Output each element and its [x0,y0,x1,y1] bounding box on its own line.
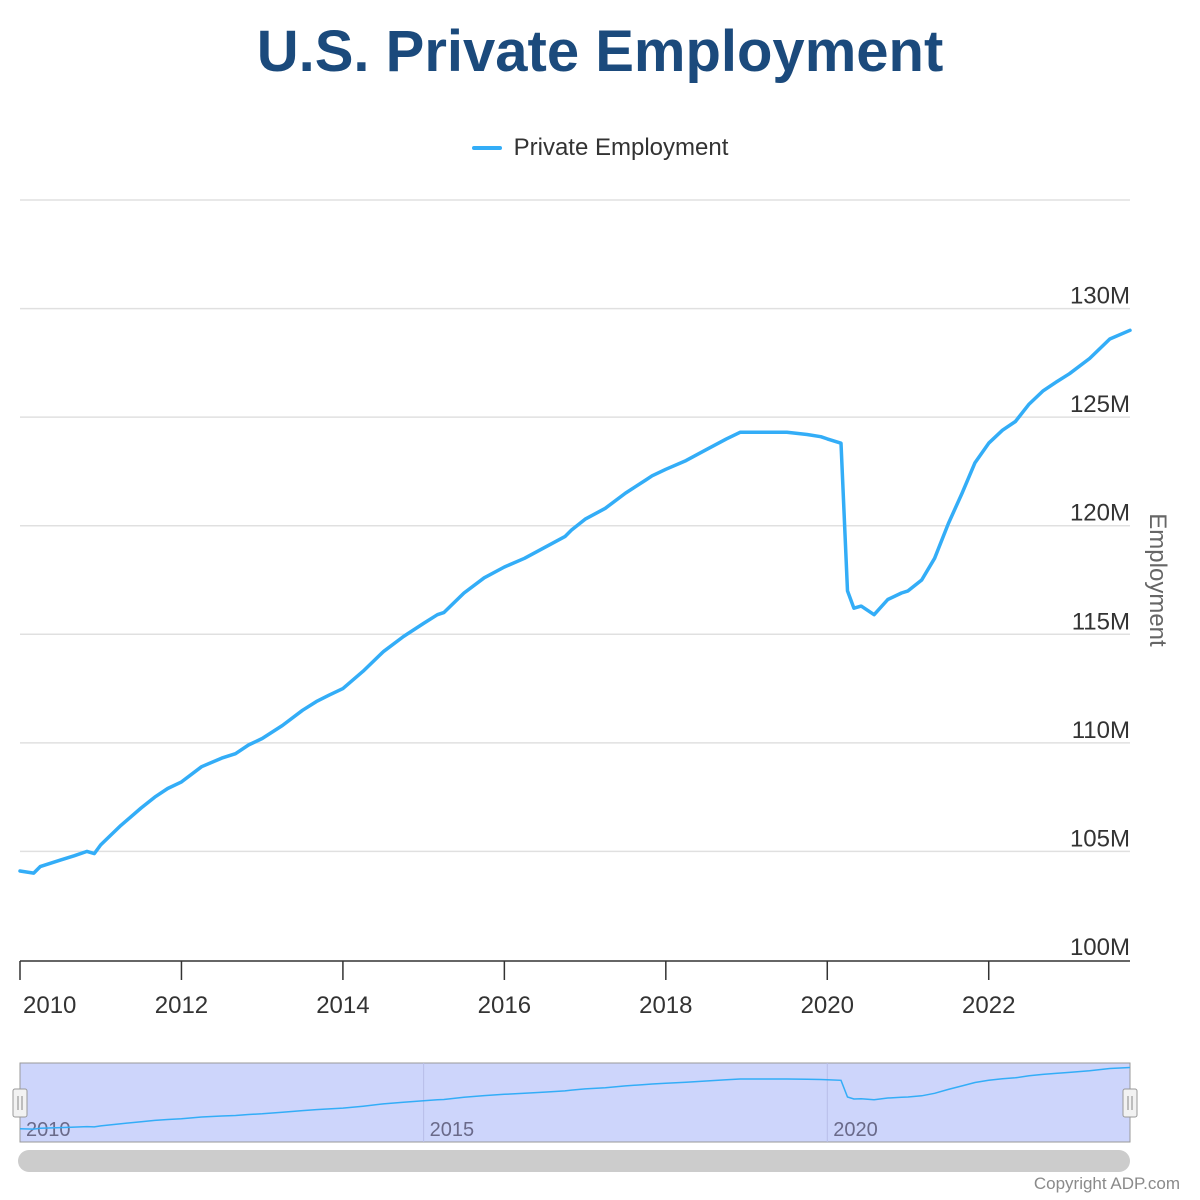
y-tick-label: 130M [1070,283,1130,310]
y-tick-label: 125M [1070,391,1130,418]
copyright-text: Copyright ADP.com [1033,1174,1180,1193]
series-private-employment [18,328,1132,875]
navigator-scrollbar[interactable] [18,1150,1130,1172]
navigator-tick-label: 2010 [26,1119,71,1141]
y-tick-label: 110M [1072,717,1130,744]
series-line[interactable] [18,328,1132,875]
x-tick-label: 2016 [478,992,531,1019]
y-axis-ticks: 100M 105M 110M 115M 120M 125M 130M [1070,283,1130,961]
x-tick-label: 2012 [155,992,208,1019]
y-tick-label: 120M [1070,500,1130,527]
y-tick-label: 105M [1070,825,1130,852]
chart-title: U.S. Private Employment [256,19,944,84]
legend-item-private-employment[interactable]: Private Employment [471,134,729,162]
navigator-left-handle[interactable] [12,1088,28,1118]
x-axis: 2010 2012 2014 2016 2018 2020 2022 [19,960,1130,1019]
x-tick-label: 2018 [639,992,692,1019]
handle-body[interactable] [12,1088,28,1118]
x-tick-label: 2010 [23,992,76,1019]
navigator-tick-label: 2020 [833,1119,878,1141]
navigator[interactable]: 2010 2015 2020 [12,1062,1138,1172]
y-axis-title: Employment [1144,513,1171,647]
navigator-tick-label: 2015 [430,1119,475,1141]
handle-body[interactable] [1122,1088,1138,1118]
navigator-selection[interactable] [19,1062,1131,1143]
legend-line-swatch [471,146,502,150]
y-tick-label: 100M [1070,934,1130,961]
y-tick-label: 115M [1072,608,1130,635]
x-tick-label: 2022 [962,992,1015,1019]
legend-label: Private Employment [513,134,729,161]
legend: Private Employment [0,134,1200,162]
navigator-series-line [19,1066,1131,1130]
navigator-right-handle[interactable] [1122,1088,1138,1118]
x-tick-label: 2020 [801,992,854,1019]
x-tick-label: 2014 [316,992,369,1019]
